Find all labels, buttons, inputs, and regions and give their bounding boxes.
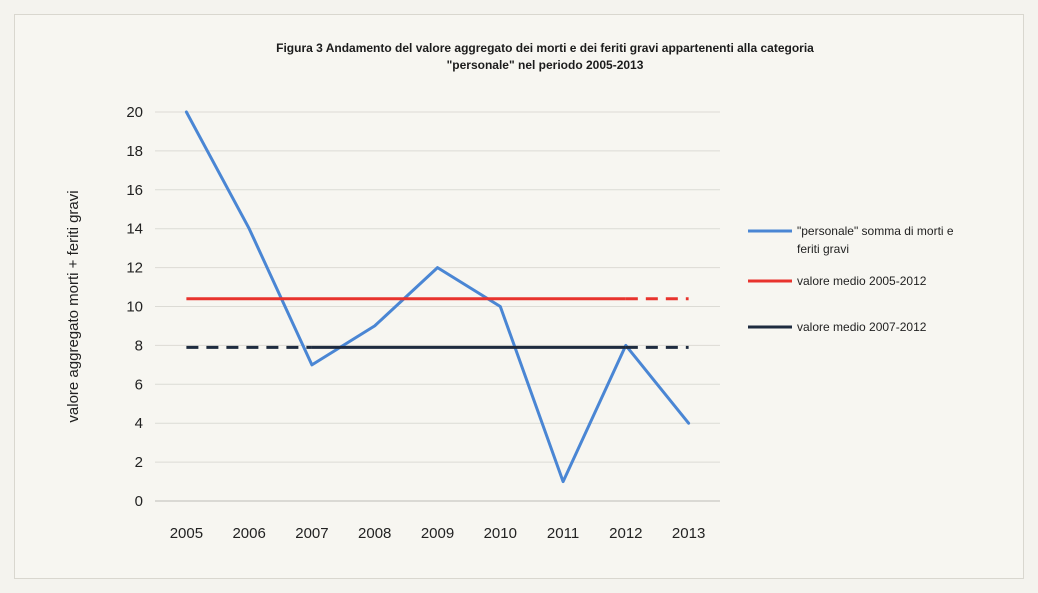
y-tick-label: 4 [135,415,143,432]
line-chart: Figura 3 Andamento del valore aggregato … [65,41,954,542]
y-tick-label: 2 [135,454,143,471]
legend: "personale" somma di morti e feriti gravi… [748,224,954,334]
y-tick-label: 14 [126,221,143,238]
chart-frame: Figura 3 Andamento del valore aggregato … [14,14,1024,579]
legend-label: "personale" somma di morti e [797,224,954,238]
legend-item: valore medio 2007-2012 [748,320,927,334]
chart-title-line: Figura 3 Andamento del valore aggregato … [276,41,814,55]
x-tick-label: 2012 [609,525,642,542]
y-tick-label: 10 [126,299,143,316]
x-tick-label: 2008 [358,525,391,542]
legend-label: feriti gravi [797,242,849,256]
y-tick-label: 18 [126,143,143,160]
legend-item: valore medio 2005-2012 [748,274,927,288]
x-tick-label: 2010 [484,525,517,542]
legend-item: "personale" somma di morti e feriti gravi [748,224,954,256]
y-tick-label: 20 [126,104,143,121]
x-tick-label: 2009 [421,525,454,542]
gridlines [155,111,720,502]
x-tick-label: 2005 [170,525,203,542]
chart-title: Figura 3 Andamento del valore aggregato … [276,41,814,72]
y-tick-label: 12 [126,260,143,277]
chart-title-line: "personale" nel periodo 2005-2013 [447,58,644,72]
y-tick-label: 0 [135,493,143,510]
y-tick-label: 6 [135,376,143,393]
y-axis-ticks: 0 2 4 6 8 10 12 14 16 18 20 [126,104,143,510]
series-lines [184,110,691,484]
x-tick-label: 2007 [295,525,328,542]
x-tick-label: 2011 [547,525,579,542]
x-axis-ticks: 2005 2006 2007 2008 2009 2010 2011 2012 2013 [170,525,706,542]
series-line-personale [184,110,691,484]
x-tick-label: 2013 [672,525,705,542]
x-tick-label: 2006 [232,525,265,542]
legend-label: valore medio 2005-2012 [797,274,927,288]
y-tick-label: 16 [126,182,143,199]
y-tick-label: 8 [135,337,143,354]
legend-label: valore medio 2007-2012 [797,320,927,334]
y-axis-title: valore aggregato morti + feriti gravi [65,190,82,422]
